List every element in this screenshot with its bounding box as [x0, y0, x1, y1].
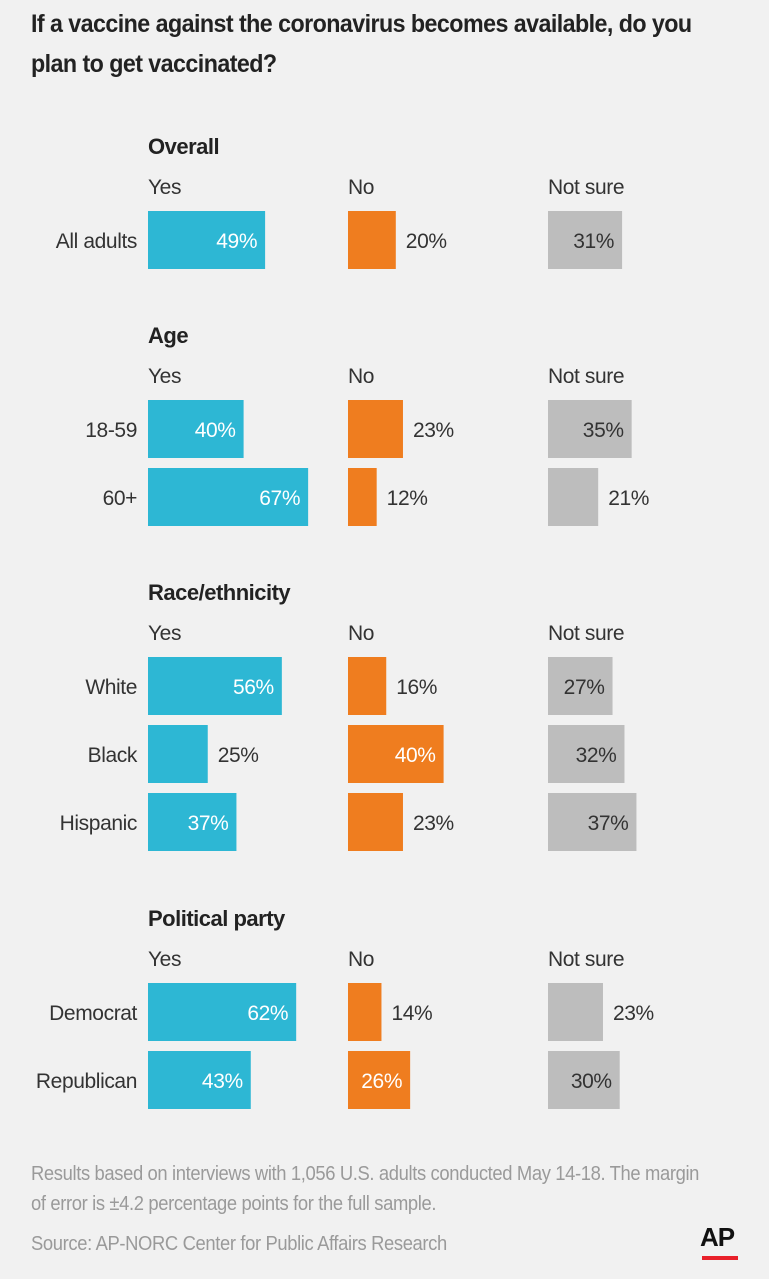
- bar-democrat-no: [348, 983, 382, 1041]
- column-header-no: No: [348, 948, 374, 971]
- source-note: Source: AP-NORC Center for Public Affair…: [31, 1233, 447, 1255]
- group-heading-overall: Overall: [148, 134, 219, 159]
- data-label-all-adults-no: 20%: [406, 230, 447, 253]
- bar-republican-not-sure: [548, 1051, 620, 1109]
- data-label-white-no: 16%: [396, 676, 437, 699]
- bar-republican-no: [348, 1051, 411, 1109]
- bar-black-yes: [148, 725, 208, 783]
- column-header-not-sure: Not sure: [548, 622, 624, 645]
- bar-hispanic-yes: [148, 793, 237, 851]
- row-label-black: Black: [88, 744, 138, 767]
- column-header-no: No: [348, 365, 374, 388]
- data-label-hispanic-yes: 37%: [188, 812, 229, 835]
- bar-hispanic-not-sure: [548, 793, 637, 851]
- bar-white-not-sure: [548, 657, 613, 715]
- bar-18-59-no: [348, 400, 403, 458]
- row-label-white: White: [85, 676, 137, 699]
- bar-democrat-not-sure: [548, 983, 603, 1041]
- data-label-white-not-sure: 27%: [564, 676, 605, 699]
- data-label-60-not-sure: 21%: [608, 487, 649, 510]
- bar-18-59-yes: [148, 400, 244, 458]
- data-label-all-adults-yes: 49%: [216, 230, 257, 253]
- data-label-republican-no: 26%: [361, 1070, 402, 1093]
- data-label-republican-yes: 43%: [202, 1070, 243, 1093]
- data-label-democrat-not-sure: 23%: [613, 1002, 654, 1025]
- bar-democrat-yes: [148, 983, 297, 1041]
- bar-hispanic-no: [348, 793, 403, 851]
- column-header-yes: Yes: [148, 365, 181, 388]
- data-label-democrat-yes: 62%: [247, 1002, 288, 1025]
- data-label-white-yes: 56%: [233, 676, 274, 699]
- ap-logo-underline: [702, 1256, 738, 1260]
- data-label-black-yes: 25%: [218, 744, 259, 767]
- group-heading-age: Age: [148, 323, 188, 348]
- data-label-60-no: 12%: [387, 487, 428, 510]
- data-label-hispanic-not-sure: 37%: [588, 812, 629, 835]
- ap-logo: AP: [700, 1222, 735, 1252]
- column-header-not-sure: Not sure: [548, 365, 624, 388]
- data-label-all-adults-not-sure: 31%: [573, 230, 614, 253]
- data-label-18-59-yes: 40%: [195, 419, 236, 442]
- bar-white-no: [348, 657, 387, 715]
- bar-all-adults-no: [348, 211, 396, 269]
- column-header-not-sure: Not sure: [548, 176, 624, 199]
- bar-60-not-sure: [548, 468, 599, 526]
- bar-60-yes: [148, 468, 309, 526]
- column-header-not-sure: Not sure: [548, 948, 624, 971]
- column-header-yes: Yes: [148, 176, 181, 199]
- bar-black-not-sure: [548, 725, 625, 783]
- bar-republican-yes: [148, 1051, 251, 1109]
- methodology-note: Results based on interviews with 1,056 U…: [31, 1163, 700, 1215]
- bar-all-adults-yes: [148, 211, 266, 269]
- data-label-18-59-not-sure: 35%: [583, 419, 624, 442]
- data-label-hispanic-no: 23%: [413, 812, 454, 835]
- data-label-60-yes: 67%: [259, 487, 300, 510]
- column-header-no: No: [348, 176, 374, 199]
- data-label-black-no: 40%: [395, 744, 436, 767]
- row-label-18-59: 18-59: [85, 419, 137, 442]
- row-label-all-adults: All adults: [56, 230, 137, 253]
- row-label-democrat: Democrat: [49, 1002, 137, 1025]
- vaccination-bar-chart: Overall Yes No Not sure All adults 49% 20% 31% A…: [36, 134, 654, 1109]
- bar-all-adults-not-sure: [548, 211, 623, 269]
- data-label-republican-not-sure: 30%: [571, 1070, 612, 1093]
- row-label-republican: Republican: [36, 1070, 137, 1093]
- bar-white-yes: [148, 657, 282, 715]
- bar-60-no: [348, 468, 377, 526]
- data-label-democrat-no: 14%: [391, 1002, 432, 1025]
- group-heading-race-ethnicity: Race/ethnicity: [148, 580, 291, 605]
- column-header-yes: Yes: [148, 948, 181, 971]
- chart-title: If a vaccine against the coronavirus bec…: [31, 10, 692, 78]
- data-label-black-not-sure: 32%: [576, 744, 617, 767]
- bar-18-59-not-sure: [548, 400, 632, 458]
- row-label-60: 60+: [103, 487, 138, 510]
- column-header-no: No: [348, 622, 374, 645]
- group-heading-political-party: Political party: [148, 906, 286, 931]
- row-label-hispanic: Hispanic: [60, 812, 137, 835]
- data-label-18-59-no: 23%: [413, 419, 454, 442]
- column-header-yes: Yes: [148, 622, 181, 645]
- bar-black-no: [348, 725, 444, 783]
